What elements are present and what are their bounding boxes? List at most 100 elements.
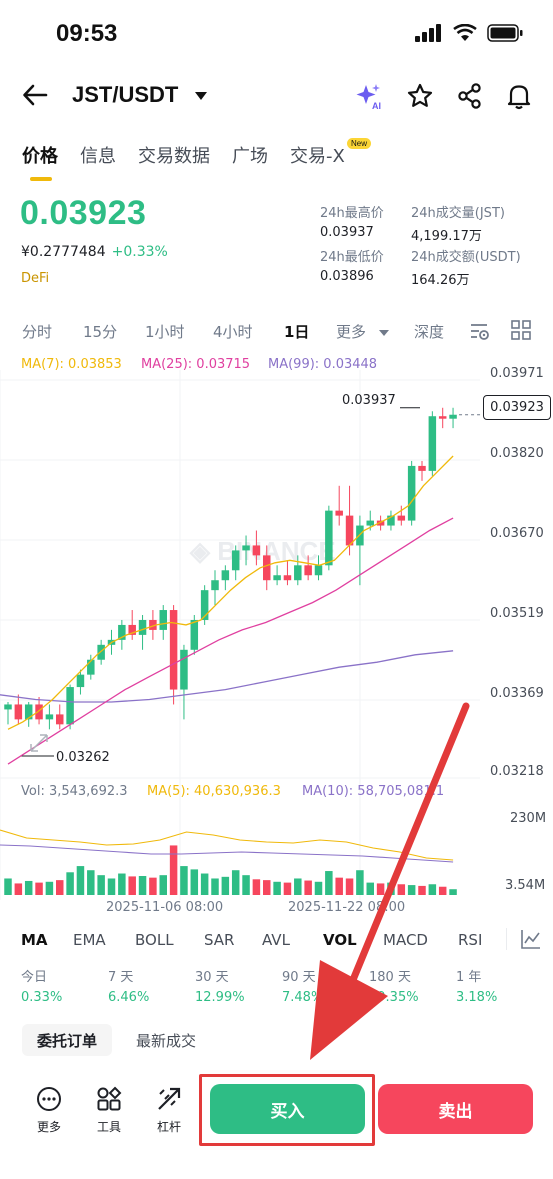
candle — [345, 515, 354, 546]
stat-24h-low: 24h最低价 0.03896 — [320, 246, 384, 284]
indicator-boll[interactable]: BOLL — [135, 931, 174, 949]
svg-text:AI: AI — [372, 101, 381, 110]
interval-15m[interactable]: 15分 — [83, 323, 118, 341]
candle — [211, 580, 219, 591]
grid-layout-icon[interactable] — [511, 320, 531, 340]
ma25-label: MA(25): 0.03715 — [141, 357, 251, 372]
expand-icon[interactable] — [28, 732, 50, 754]
volume-bar — [263, 880, 271, 895]
y-axis-label: 0.03820 — [490, 446, 544, 461]
category-tag[interactable]: DeFi — [21, 271, 50, 286]
signal-icon — [415, 24, 441, 42]
pair-selector[interactable]: JST/USDT — [72, 82, 208, 108]
tools-button[interactable]: 工具 — [89, 1086, 129, 1135]
interval-1m[interactable]: 分时 — [22, 323, 53, 341]
volume-bar — [221, 876, 230, 895]
interval-depth[interactable]: 深度 — [414, 323, 445, 341]
ma99-label: MA(99): 0.03448 — [268, 357, 378, 372]
volume-bar — [4, 878, 12, 895]
volume-bar — [24, 880, 33, 895]
star-icon[interactable] — [406, 82, 434, 110]
volume-bar — [283, 882, 292, 895]
chart-settings-icon[interactable] — [468, 320, 490, 342]
candle — [397, 515, 406, 521]
indicator-ma[interactable]: MA — [21, 931, 48, 949]
candle — [231, 550, 240, 571]
volume-bar — [418, 885, 426, 895]
tab-price[interactable]: 价格 — [22, 146, 58, 167]
more-button[interactable]: 更多 — [29, 1086, 69, 1135]
candle — [418, 465, 426, 471]
stat-value: 0.03937 — [320, 225, 374, 240]
stat-24h-volume-jst: 24h成交量(JST) 4,199.17万 — [411, 202, 505, 244]
volume-bar — [190, 869, 199, 895]
tab-open-orders[interactable]: 委托订单 — [22, 1024, 112, 1056]
kline-chart[interactable]: ◈ BINANCE — [0, 370, 553, 900]
return-label: 1 年 — [456, 970, 482, 985]
return-label: 30 天 — [195, 970, 229, 985]
volume-bar — [97, 875, 105, 895]
return-value: 12.99% — [195, 990, 245, 1005]
volume-bar — [356, 870, 364, 895]
candle — [325, 510, 333, 566]
vol-ma5-line — [0, 829, 454, 861]
indicator-avl[interactable]: AVL — [262, 931, 290, 949]
candle — [128, 624, 136, 635]
leverage-button[interactable]: 杠杆 — [149, 1086, 189, 1135]
ai-sparkle-icon[interactable]: AI — [355, 82, 383, 110]
volume-bar — [325, 871, 333, 895]
ma25-line — [7, 517, 454, 765]
candle — [190, 619, 199, 650]
leverage-label: 杠杆 — [156, 1120, 181, 1134]
volume-bar — [449, 889, 457, 895]
volume-bar — [169, 845, 178, 895]
sell-button[interactable]: 卖出 — [378, 1084, 533, 1134]
candle — [407, 465, 416, 521]
indicator-settings-icon[interactable] — [520, 928, 542, 950]
volume-bar — [118, 873, 126, 895]
cny-price: ¥0.2777484 — [21, 244, 106, 260]
volume-bar — [149, 877, 157, 895]
candle — [4, 704, 12, 710]
pair-name: JST/USDT — [72, 82, 179, 107]
interval-4h[interactable]: 4小时 — [213, 323, 253, 341]
volume-bar — [87, 870, 95, 895]
interval-1d[interactable]: 1日 — [284, 323, 310, 341]
back-arrow-icon[interactable] — [22, 82, 48, 108]
indicator-rsi[interactable]: RSI — [458, 931, 483, 949]
indicator-macd[interactable]: MACD — [383, 931, 428, 949]
stat-label: 24h最高价 — [320, 206, 384, 221]
min-price-marker: 0.03262 — [56, 750, 110, 765]
tab-recent-trades[interactable]: 最新成交 — [136, 1032, 197, 1050]
volume-bar — [231, 870, 240, 895]
indicator-vol[interactable]: VOL — [323, 931, 357, 949]
volume-bar — [76, 866, 85, 895]
more-label: 更多 — [36, 1120, 61, 1134]
indicator-ema[interactable]: EMA — [73, 931, 106, 949]
watermark: ◈ BINANCE — [189, 536, 336, 566]
buy-button[interactable]: 买入 — [210, 1084, 365, 1134]
interval-1h[interactable]: 1小时 — [145, 323, 185, 341]
tab-square[interactable]: 广场 — [232, 146, 268, 167]
candle — [263, 555, 271, 581]
share-icon[interactable] — [456, 82, 484, 110]
indicator-sar[interactable]: SAR — [204, 931, 235, 949]
battery-icon — [487, 24, 523, 42]
volume-bar — [438, 886, 447, 895]
stat-label: 24h成交额(USDT) — [411, 250, 521, 265]
y-axis-label: 0.03369 — [490, 686, 544, 701]
candle — [438, 416, 447, 419]
interval-more[interactable]: 更多 — [336, 321, 389, 342]
tab-info[interactable]: 信息 — [80, 146, 116, 167]
ma7-line — [7, 455, 454, 730]
price-change: +0.33% — [111, 244, 168, 260]
max-price-marker: 0.03937 — [342, 393, 396, 408]
tab-trading-data[interactable]: 交易数据 — [138, 146, 210, 167]
return-label: 7 天 — [108, 970, 134, 985]
volume-bar — [242, 875, 250, 895]
bell-icon[interactable] — [505, 82, 533, 110]
x-axis-label: 2025-11-22 08:00 — [288, 900, 406, 915]
volume-bar — [128, 876, 136, 895]
candle — [149, 619, 157, 630]
tab-trade-x[interactable]: 交易-X — [290, 146, 345, 167]
